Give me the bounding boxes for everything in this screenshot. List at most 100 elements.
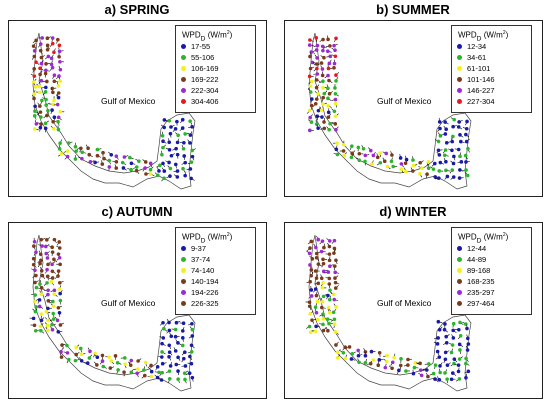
vector-dot <box>382 159 387 163</box>
vector-dot <box>129 167 133 172</box>
wind-vector <box>188 334 195 339</box>
vector-dot <box>160 341 164 346</box>
vector-dot <box>327 297 332 302</box>
vector-dot <box>58 109 63 114</box>
legend-item: 146-227 <box>457 85 529 96</box>
legend-label: 222-304 <box>191 86 219 95</box>
wind-vector <box>185 371 192 376</box>
vector-dot <box>332 251 336 255</box>
wind-vector <box>376 361 381 368</box>
wind-vector <box>316 124 320 130</box>
panel-title: c) AUTUMN <box>101 204 173 219</box>
wind-vector <box>310 97 314 104</box>
vector-dot <box>333 86 337 90</box>
wind-vector <box>350 351 356 356</box>
vector-dot <box>161 336 166 340</box>
vector-dot <box>38 66 42 71</box>
vector-dot <box>322 126 327 131</box>
wind-vector <box>326 108 331 115</box>
vector-dot <box>40 273 45 278</box>
wind-vector <box>314 78 321 82</box>
wind-vector <box>32 244 36 250</box>
wind-vector <box>129 161 136 166</box>
vector-dot <box>333 286 338 290</box>
wind-vector <box>418 368 425 372</box>
wind-vector <box>321 95 326 102</box>
vector-dot <box>189 343 194 348</box>
legend-item: 17-55 <box>181 41 253 52</box>
wind-vector <box>74 147 79 153</box>
vector-dot <box>46 54 51 59</box>
vector-dot <box>34 305 38 309</box>
vector-dot <box>56 127 61 132</box>
vector-dot <box>32 74 37 78</box>
wind-vector <box>335 354 341 360</box>
vector-dot <box>425 172 429 176</box>
wind-vector <box>314 324 321 329</box>
wind-vector <box>445 377 449 384</box>
wind-vector <box>314 274 319 280</box>
vector-dot <box>465 326 469 331</box>
vector-dot <box>65 343 69 348</box>
vector-dot <box>438 364 442 368</box>
vector-dot <box>418 160 422 165</box>
vector-dot <box>444 168 448 173</box>
wind-vector <box>450 117 456 122</box>
vector-dot <box>320 115 324 119</box>
legend-marker <box>457 44 462 49</box>
wind-vector <box>325 326 330 333</box>
wind-vector <box>42 90 48 96</box>
vector-dot <box>314 48 319 52</box>
vector-dot <box>107 355 111 359</box>
wind-vector <box>332 322 337 329</box>
wind-vector <box>45 274 50 281</box>
wind-vector <box>418 372 424 378</box>
vector-dot <box>32 92 37 96</box>
vector-dot <box>43 121 48 126</box>
wind-vector <box>331 121 338 126</box>
wind-vector <box>316 235 321 242</box>
vector-dot <box>141 368 146 372</box>
wind-vector <box>44 102 50 107</box>
vector-dot <box>398 363 403 368</box>
wind-vector <box>443 157 448 164</box>
vector-dot <box>162 118 167 122</box>
wind-vector <box>167 350 173 356</box>
wind-vector <box>333 275 339 280</box>
vector-dot <box>332 297 337 302</box>
wind-vector <box>465 172 470 178</box>
wind-vector <box>326 238 332 243</box>
wind-vector <box>32 308 38 314</box>
wind-vector <box>317 61 324 66</box>
vector-dot <box>39 268 44 273</box>
vector-dot <box>65 351 70 355</box>
vector-dot <box>363 350 368 354</box>
wind-vector <box>333 92 339 97</box>
vector-dot <box>333 92 338 96</box>
vector-dot <box>458 333 463 338</box>
vector-dot <box>314 276 319 280</box>
wind-vector <box>31 78 37 84</box>
vector-dot <box>161 145 165 150</box>
vector-dot <box>333 97 338 102</box>
vector-dot <box>56 274 60 278</box>
vector-dot <box>316 262 321 266</box>
wind-vector <box>55 74 61 80</box>
wind-vector <box>314 308 319 315</box>
vector-dot <box>308 330 313 334</box>
wind-vector <box>32 67 36 73</box>
vector-dot <box>181 146 186 151</box>
wind-vector <box>444 174 450 180</box>
vector-dot <box>326 37 330 42</box>
wind-vector <box>320 297 325 304</box>
legend-item: 106-169 <box>181 63 253 74</box>
vector-dot <box>38 261 42 266</box>
vector-dot <box>169 125 173 129</box>
wind-vector <box>418 166 424 170</box>
vector-dot <box>33 280 37 285</box>
legend-item: 55-106 <box>181 52 253 63</box>
vector-dot <box>452 117 456 122</box>
vector-dot <box>180 343 185 348</box>
wind-vector <box>321 86 327 90</box>
vector-dot <box>328 44 332 48</box>
